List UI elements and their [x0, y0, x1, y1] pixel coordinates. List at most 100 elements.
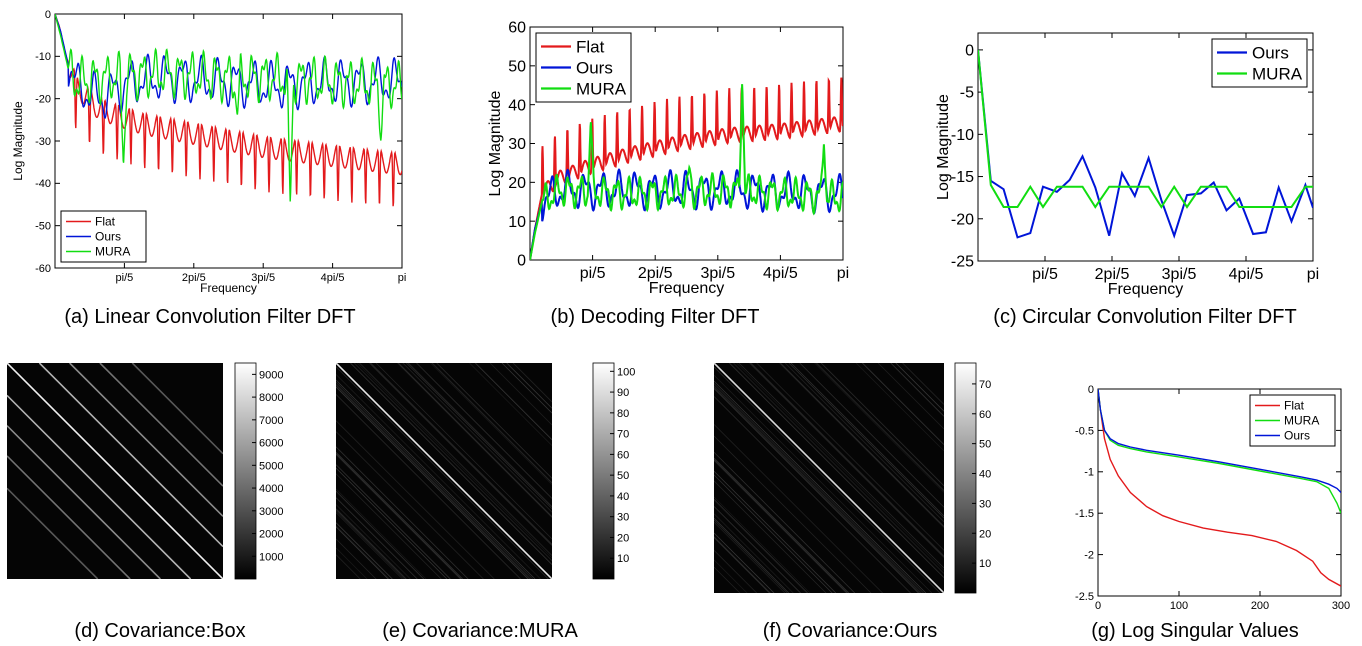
heatmap-offdiagonal [778, 363, 944, 529]
heatmap-offdiagonal [336, 386, 529, 579]
colorbar-tick-label: 5000 [259, 460, 283, 472]
legend-label-flat: Flat [576, 37, 605, 56]
legend-label-mura: MURA [1252, 64, 1303, 83]
heatmap-offdiagonal [714, 457, 850, 593]
colorbar-tick-label: 6000 [259, 438, 283, 450]
heatmap-offdiagonal [430, 363, 552, 485]
heatmap-offdiagonal [356, 363, 552, 559]
heatmap-offdiagonal [407, 363, 552, 508]
x-axis-label: Frequency [1108, 281, 1184, 298]
heatmap-offdiagonal [862, 363, 944, 445]
colorbar-tick-label: 90 [617, 387, 629, 399]
y-tick-label: -0.5 [1075, 425, 1094, 437]
caption-b: (b) Decoding Filter DFT [550, 306, 760, 328]
caption-g: (g) Log Singular Values [1091, 620, 1299, 642]
heatmap-offdiagonal [714, 385, 922, 593]
colorbar-tick-label: 10 [979, 558, 991, 570]
heatmap-cells [7, 363, 223, 579]
heatmap-offdiagonal [714, 386, 921, 593]
heatmap-offdiagonal [336, 547, 368, 579]
series-line-mura [55, 14, 402, 202]
heatmap-offdiagonal [398, 363, 552, 517]
heatmap-diagonal [7, 455, 131, 579]
series-line-flat [1098, 389, 1341, 587]
heatmap-offdiagonal [336, 453, 462, 579]
caption-d: (d) Covariance:Box [74, 620, 246, 642]
heatmap-diagonal [7, 487, 99, 579]
heatmap-offdiagonal [749, 363, 944, 558]
heatmap-offdiagonal [714, 388, 919, 593]
heatmap-offdiagonal [738, 363, 944, 569]
x-tick-label: 3pi/5 [251, 272, 275, 284]
y-tick-label: -2 [1084, 549, 1094, 561]
colorbar-tick-label: 70 [979, 379, 991, 391]
heatmap-offdiagonal [714, 451, 856, 593]
heatmap-offdiagonal [354, 363, 552, 561]
colorbar [954, 362, 977, 594]
series-line-flat [530, 77, 843, 260]
heatmap-offdiagonal [336, 488, 427, 579]
legend-label-ours: Ours [1252, 43, 1289, 62]
heatmap-offdiagonal [406, 363, 552, 509]
caption-f: (f) Covariance:Ours [762, 620, 938, 642]
x-tick-label: 3pi/5 [700, 265, 735, 282]
heatmap-offdiagonal [336, 538, 377, 579]
heatmap-diagonal [38, 363, 223, 548]
colorbar-tick-label: 30 [979, 498, 991, 510]
heatmap-offdiagonal [436, 363, 552, 479]
colorbar-tick-label: 20 [617, 532, 629, 544]
legend-label-ours: Ours [1284, 429, 1310, 443]
heatmap-offdiagonal [350, 363, 552, 565]
x-tick-label: pi/5 [580, 265, 606, 282]
chart-f: 10 20 30 40 50 60 70 [714, 362, 991, 594]
heatmap-offdiagonal [336, 374, 541, 579]
y-tick-label: 0 [1088, 384, 1094, 396]
heatmap-offdiagonal [750, 363, 944, 557]
heatmap-diagonal [714, 363, 944, 593]
chart-d: 1000 2000 3000 4000 5000 6000 7000 8000 9000 [7, 362, 283, 580]
colorbar-tick-label: 70 [617, 429, 629, 441]
heatmap-offdiagonal [714, 459, 848, 593]
heatmap-offdiagonal [336, 454, 461, 579]
x-tick-label: 3pi/5 [1162, 266, 1197, 283]
colorbar [592, 362, 615, 580]
y-axis-label: Log Magnitude [935, 94, 952, 200]
plot-area [55, 14, 402, 207]
x-axis-label: Frequency [649, 280, 725, 297]
heatmap-offdiagonal [714, 559, 748, 593]
heatmap-cells [714, 363, 944, 593]
y-tick-label: 20 [508, 175, 526, 192]
x-tick-label: 4pi/5 [321, 272, 345, 284]
caption-e: (e) Covariance:MURA [382, 620, 578, 642]
legend-label-mura: MURA [576, 79, 627, 98]
heatmap-offdiagonal [714, 517, 790, 593]
colorbar-tick-label: 9000 [259, 369, 283, 381]
heatmap-offdiagonal [714, 536, 771, 593]
y-tick-label: -10 [35, 51, 51, 63]
legend-label-mura: MURA [95, 245, 130, 259]
heatmap-offdiagonal [336, 504, 411, 579]
legend-label-flat: Flat [1284, 399, 1305, 413]
heatmap-offdiagonal [790, 363, 944, 517]
colorbar-tick-label: 20 [979, 528, 991, 540]
heatmap-offdiagonal [714, 424, 883, 593]
y-tick-label: 0 [965, 42, 974, 59]
heatmap-diagonal [7, 425, 161, 579]
x-tick-label: 2pi/5 [182, 272, 206, 284]
heatmap-offdiagonal [336, 464, 451, 579]
heatmap-offdiagonal [469, 363, 552, 446]
colorbar-tick-label: 50 [979, 439, 991, 451]
heatmap-offdiagonal [714, 366, 941, 593]
series-line-flat [55, 14, 402, 207]
heatmap-offdiagonal [336, 526, 389, 579]
heatmap-diagonal [336, 363, 552, 579]
heatmap-offdiagonal [714, 499, 808, 593]
y-tick-label: -20 [35, 94, 51, 106]
plot-area [978, 49, 1313, 239]
heatmap-cells [336, 363, 552, 579]
heatmap-offdiagonal [336, 366, 549, 579]
legend-box [1211, 38, 1308, 88]
heatmap-diagonal [131, 363, 223, 455]
plot-area [530, 77, 843, 260]
x-tick-label: 0 [1095, 600, 1101, 612]
